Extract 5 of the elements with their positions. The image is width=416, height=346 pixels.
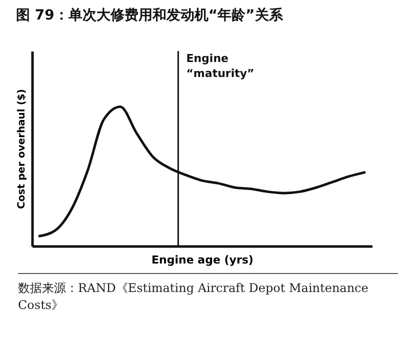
text: Engine “maturity” [186,52,254,80]
source-note: 数据来源：RAND《Estimating Aircraft Depot Maintenance Costs》 [18,273,398,314]
x-axis-title: Engine age (yrs) [152,254,254,266]
chart-title: 图 79：单次大修费用和发动机“年龄”关系 [16,6,284,24]
y-axis-title: Cost per overhaul ($) [16,89,28,209]
